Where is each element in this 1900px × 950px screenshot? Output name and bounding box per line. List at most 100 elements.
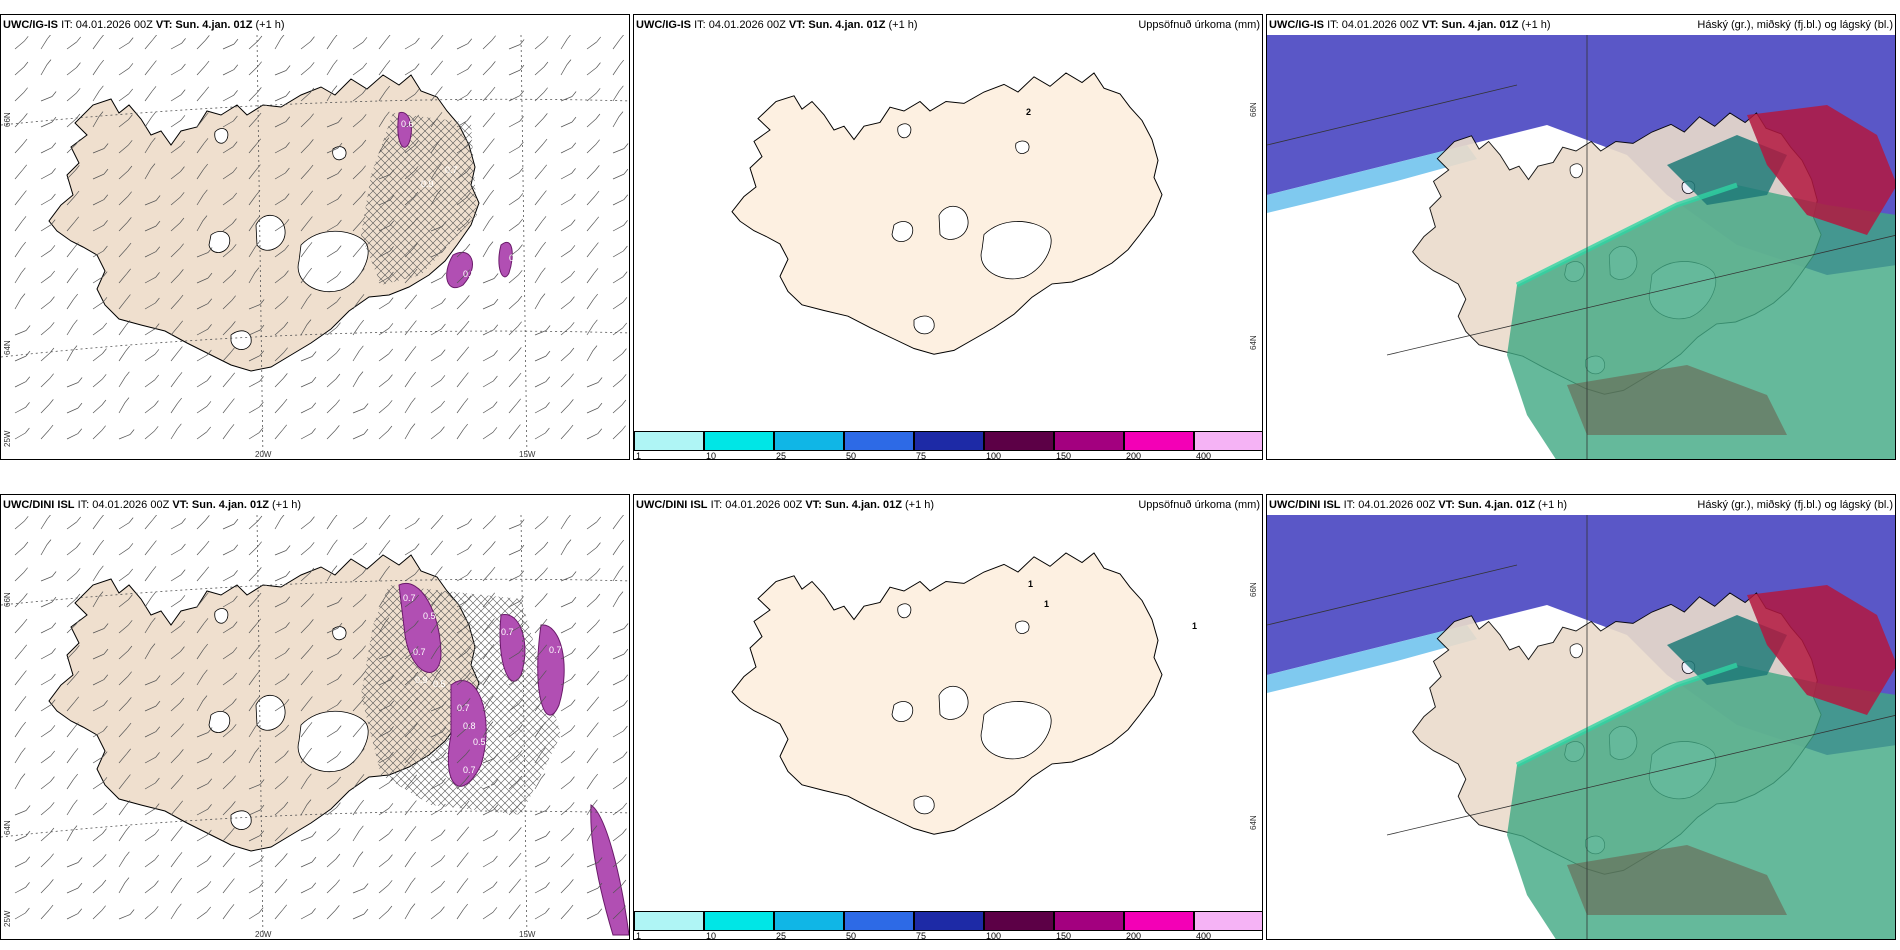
panel-header: UWC/IG-IS IT: 04.01.2026 00Z VT: Sun. 4.… — [1267, 15, 1895, 35]
graticule-line — [1267, 84, 1518, 146]
colorbar-segment — [1194, 911, 1262, 931]
precip-value-label: 0.7 — [501, 627, 514, 637]
valid-time: VT: Sun. 4.jan. 01Z — [155, 19, 253, 31]
precip-value-label: 0.7 — [413, 647, 426, 657]
lead-time: (+1 h) — [255, 19, 285, 31]
precip-value-label: 0.5 — [433, 679, 446, 689]
cloud-edge — [1267, 625, 1477, 693]
lead-time: (+1 h) — [272, 499, 302, 511]
axis-tick-label: 25W — [3, 910, 12, 927]
precip-value-label: 0.9 — [415, 675, 428, 685]
wind-barbs — [14, 35, 629, 440]
axis-tick-label: 66N — [3, 592, 12, 607]
precip-blob — [498, 242, 513, 278]
cloud-map — [1267, 35, 1895, 459]
init-time: IT: 04.01.2026 00Z — [710, 499, 803, 511]
colorbar-tick-label: 100 — [986, 931, 1002, 940]
precip-blob — [397, 111, 412, 148]
axis-tick-label: 66N — [3, 112, 12, 127]
precip-value-label: 0.6 — [509, 253, 522, 263]
axis-tick-label: 64N — [1249, 335, 1258, 350]
precip-map: 1 1 1 66N 64N — [731, 552, 1258, 835]
axis-tick-label: 64N — [3, 340, 12, 355]
wind-map: 0.6 0.9 0.7 0.50.8 0.6 — [1, 35, 629, 459]
precip-value-label: 0.6 — [401, 119, 414, 129]
colorbar-tick-label: 100 — [986, 451, 1002, 460]
precip-blob — [398, 582, 442, 673]
graticule-line — [1386, 235, 1895, 356]
graticule-lat — [1, 330, 629, 358]
panel-header: UWC/DINI ISL IT: 04.01.2026 00Z VT: Sun.… — [1, 495, 629, 515]
model-name: UWC/IG-IS — [1269, 19, 1324, 31]
lead-time: (+1 h) — [905, 499, 935, 511]
precip-value-label: 0.5 — [479, 259, 492, 269]
colorbar-tick-label: 400 — [1196, 931, 1212, 940]
precip-value-label: 0.7 — [457, 703, 470, 713]
graticule-line — [1267, 564, 1518, 626]
graticule-lon — [256, 35, 264, 459]
colorbar-segment — [634, 431, 704, 451]
colorbar-segment — [634, 911, 704, 931]
wind-map: 0.70.50.70.9 0.50.70.80.50.70.40.70.40.7 — [1, 515, 629, 939]
panel-variable-title: Uppsöfnuð úrkoma (mm) — [1138, 19, 1260, 31]
panel-variable-title: Háský (gr.), miðský (fj.bl.) og lágský (… — [1697, 19, 1893, 31]
colorbar-tick-label: 25 — [776, 931, 787, 940]
colorbar-tick-label: 400 — [1196, 451, 1212, 460]
graticule-lat — [1, 578, 629, 606]
colorbar-segment — [704, 911, 774, 931]
panel-header: UWC/IG-IS IT: 04.01.2026 00Z VT: Sun. 4.… — [634, 15, 1262, 35]
colorbar-tick-label: 50 — [846, 931, 857, 940]
colorbar-segment — [704, 431, 774, 451]
precip-value-label: 0.4 — [525, 665, 538, 675]
precip-map: 2 66N 64N — [731, 72, 1258, 355]
colorbar-segment — [844, 911, 914, 931]
valid-time: VT: Sun. 4.jan. 01Z — [172, 499, 269, 511]
colorbar-tick-label: 50 — [846, 451, 857, 460]
overlap-cloud-region — [1567, 845, 1787, 915]
panel-variable-title: Háský (gr.), miðský (fj.bl.) og lágský (… — [1697, 499, 1893, 511]
cloud-map — [1267, 515, 1895, 939]
colorbar-tick-label: 200 — [1126, 451, 1142, 460]
colorbar-segment — [914, 431, 984, 451]
graticule-lon — [520, 515, 528, 939]
valid-time: VT: Sun. 4.jan. 01Z — [805, 499, 902, 511]
colorbar-segment — [1124, 911, 1194, 931]
overlap-cloud-region — [1567, 365, 1787, 435]
panel-header: UWC/IG-IS IT: 04.01.2026 00Z VT: Sun. 4.… — [1, 15, 629, 35]
mid-cloud-core — [1667, 135, 1787, 205]
wind-barbs — [14, 515, 629, 920]
precip-hatch — [361, 113, 477, 285]
axis-tick-label: 15W — [519, 930, 536, 939]
precip-blob — [446, 251, 473, 288]
iceland-land — [48, 554, 480, 852]
precip-value-label: 0.5 — [423, 611, 436, 621]
precip-value-label: 0.9 — [421, 179, 434, 189]
colorbar-tick-label: 10 — [706, 451, 717, 460]
init-time: IT: 04.01.2026 00Z — [1343, 499, 1436, 511]
low-cloud-region — [1747, 585, 1895, 715]
precip-amount-label: 1 — [1192, 621, 1197, 631]
lead-time: (+1 h) — [888, 19, 918, 31]
precip-value-label: 0.7 — [403, 593, 416, 603]
colorbar-tick-label: 150 — [1056, 931, 1072, 940]
colorbar-segment — [984, 911, 1054, 931]
colorbar-segment — [774, 911, 844, 931]
colorbar-segment — [914, 911, 984, 931]
panel-header: UWC/DINI ISL IT: 04.01.2026 00Z VT: Sun.… — [1267, 495, 1895, 515]
cloud-edge — [1267, 145, 1477, 213]
iceland-land — [731, 552, 1163, 835]
init-time: IT: 04.01.2026 00Z — [694, 19, 786, 31]
precip-value-label: 0.5 — [473, 737, 486, 747]
model-name: UWC/DINI ISL — [1269, 499, 1341, 511]
colorbar-tick-label: 1 — [636, 451, 642, 460]
precip-value-label: 0.4 — [479, 779, 492, 789]
panel-header: UWC/DINI ISL IT: 04.01.2026 00Z VT: Sun.… — [634, 495, 1262, 515]
colorbar-segment — [1194, 431, 1262, 451]
precip-blob — [590, 804, 629, 936]
cloud-edge — [1515, 662, 1738, 768]
graticule-line — [1386, 715, 1895, 836]
graticule-lon — [256, 515, 264, 939]
precip-value-label: 0.7 — [463, 765, 476, 775]
model-name: UWC/IG-IS — [3, 19, 58, 31]
precip-blob — [499, 614, 526, 682]
